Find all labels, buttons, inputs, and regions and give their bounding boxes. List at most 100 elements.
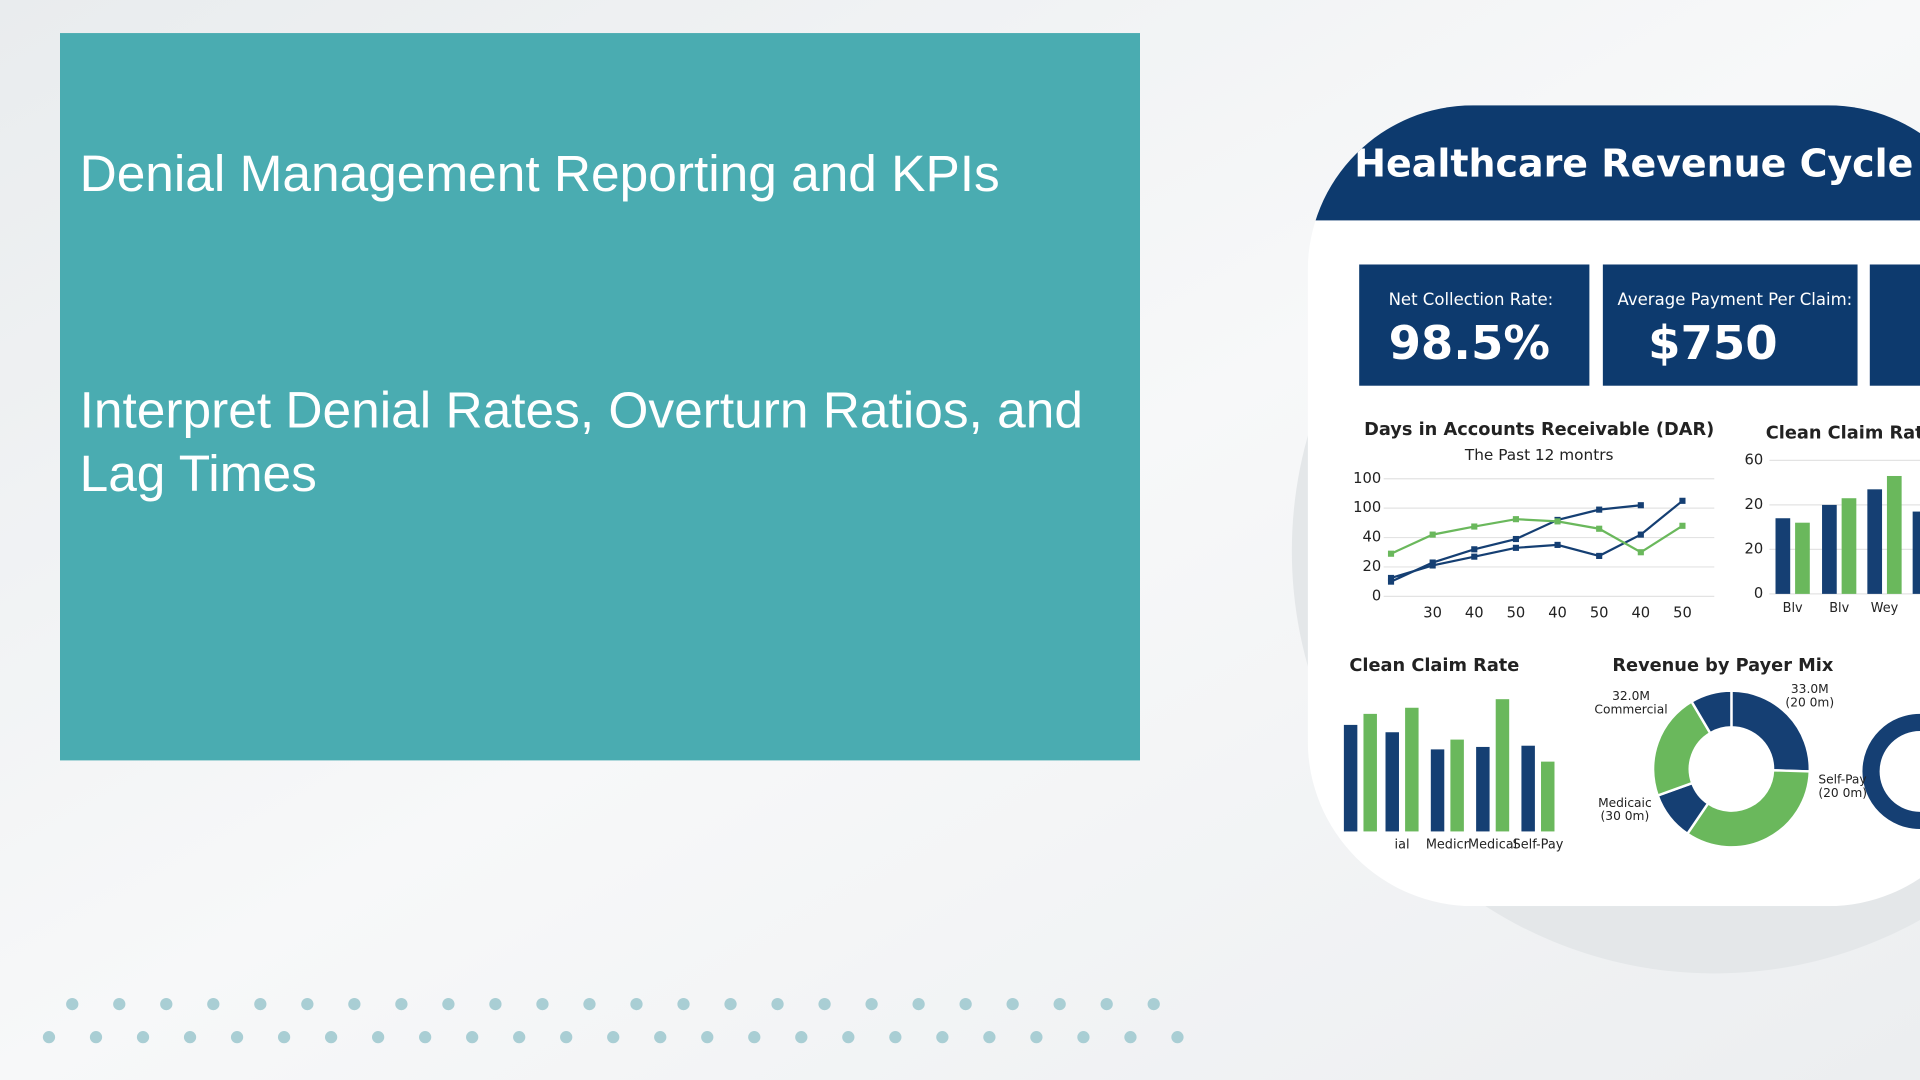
line-marker <box>1637 502 1644 509</box>
x-tick-label: 50 <box>1590 604 1609 621</box>
y-tick-label: 20 <box>1745 540 1764 557</box>
dot <box>466 1031 479 1044</box>
bar <box>1795 522 1810 594</box>
dot <box>701 1031 714 1044</box>
chart-title: Revenue by Payer Mix <box>1612 656 1834 676</box>
chart-title: Days in Accounts Receivable (DAR) <box>1364 420 1714 440</box>
bar <box>1541 761 1555 832</box>
donut-annotation: Self-Pay <box>1818 773 1866 787</box>
dot <box>818 997 831 1011</box>
kpi-label: Net Collection Rate: <box>1389 290 1554 309</box>
dot <box>912 997 925 1011</box>
partial-donut <box>1862 713 1920 829</box>
chart-title: Clean Claim Rate <box>1349 656 1519 676</box>
bar <box>1343 724 1358 832</box>
dot <box>865 997 878 1011</box>
dot <box>89 1031 103 1044</box>
dot <box>254 997 267 1011</box>
kpi-card <box>1359 264 1590 386</box>
dot <box>372 1031 385 1044</box>
dot <box>113 997 126 1011</box>
dot <box>419 1031 432 1044</box>
y-tick-label: 0 <box>1754 585 1763 602</box>
dot <box>1171 1031 1184 1044</box>
bar <box>1867 489 1883 594</box>
dot <box>677 997 690 1011</box>
x-tick-label: 40 <box>1548 604 1567 621</box>
dot <box>230 1031 244 1044</box>
dot <box>1006 997 1019 1011</box>
dot <box>395 997 408 1011</box>
kpi-label: Average Payment Per Claim: <box>1618 290 1853 309</box>
dashboard-title: Healthcare Revenue Cycle Analytics <box>1354 141 1920 185</box>
x-tick-label: Blv <box>1829 601 1849 616</box>
dot <box>983 1031 996 1044</box>
x-tick-label: 30 <box>1423 604 1442 621</box>
kpi-card <box>1602 264 1858 386</box>
x-tick-label: 50 <box>1673 604 1692 621</box>
title-box <box>60 33 1140 761</box>
dot <box>1030 1031 1043 1044</box>
dot <box>583 997 596 1011</box>
bar <box>1363 713 1377 832</box>
slide-title: Denial Management Reporting and KPIs <box>80 144 1000 202</box>
bar <box>1822 504 1837 594</box>
dot <box>277 1031 291 1044</box>
dot <box>795 1031 808 1044</box>
x-tick-label: ial <box>1395 837 1410 852</box>
kpi-card <box>1869 264 1920 386</box>
x-tick-label: 40 <box>1465 604 1484 621</box>
y-tick-label: 0 <box>1372 587 1381 604</box>
donut-annotation: (30 0m) <box>1601 809 1650 823</box>
dot-pattern <box>42 997 1184 1044</box>
bar <box>1385 732 1399 832</box>
bar <box>1450 739 1464 832</box>
y-tick-label: 100 <box>1353 499 1381 516</box>
dot <box>513 1031 526 1044</box>
donut-annotation: 32.0M <box>1612 689 1650 703</box>
dot <box>442 997 455 1011</box>
bar <box>1521 745 1535 832</box>
line-series <box>1390 518 1684 555</box>
donut-annotation: Commercial <box>1594 703 1667 717</box>
donut-segment <box>1689 689 1733 735</box>
y-tick-label: 20 <box>1745 496 1764 513</box>
bar <box>1405 707 1419 832</box>
dot <box>607 1031 620 1044</box>
bar <box>1841 498 1857 594</box>
chart-subtitle: The Past 12 montrs <box>1464 446 1614 464</box>
kpi-value: 98.5% <box>1389 316 1550 370</box>
donut-segment <box>1685 769 1812 849</box>
dashboard-image: Healthcare Revenue Cycle Analytics Net C… <box>1307 105 1920 907</box>
dot <box>654 1031 667 1044</box>
dot <box>66 997 79 1011</box>
kpi-value: $750 <box>1648 316 1777 370</box>
dot <box>936 1031 949 1044</box>
x-tick-label: 40 <box>1631 604 1650 621</box>
dot <box>160 997 173 1011</box>
dot <box>889 1031 902 1044</box>
dot <box>959 997 972 1011</box>
x-tick-label: 50 <box>1507 604 1526 621</box>
y-tick-label: 100 <box>1353 470 1381 487</box>
dot <box>842 1031 855 1044</box>
dot <box>301 997 314 1011</box>
dot <box>560 1031 573 1044</box>
dot <box>748 1031 761 1044</box>
x-tick-label: Blv <box>1783 601 1803 616</box>
dot <box>1147 997 1160 1011</box>
bar <box>1912 511 1920 594</box>
donut-annotation: (20 0m) <box>1785 695 1834 709</box>
dot <box>489 997 502 1011</box>
dot <box>324 1031 338 1044</box>
slide-subtitle: Interpret Denial Rates, Overturn Ratios,… <box>79 380 1083 503</box>
bar <box>1886 475 1902 594</box>
dot <box>136 1031 150 1044</box>
bar <box>1775 518 1791 594</box>
y-tick-label: 40 <box>1363 529 1382 546</box>
dot <box>1077 1031 1090 1044</box>
dot <box>1100 997 1113 1011</box>
chart-title: Clean Claim Rate <box>1766 423 1920 443</box>
